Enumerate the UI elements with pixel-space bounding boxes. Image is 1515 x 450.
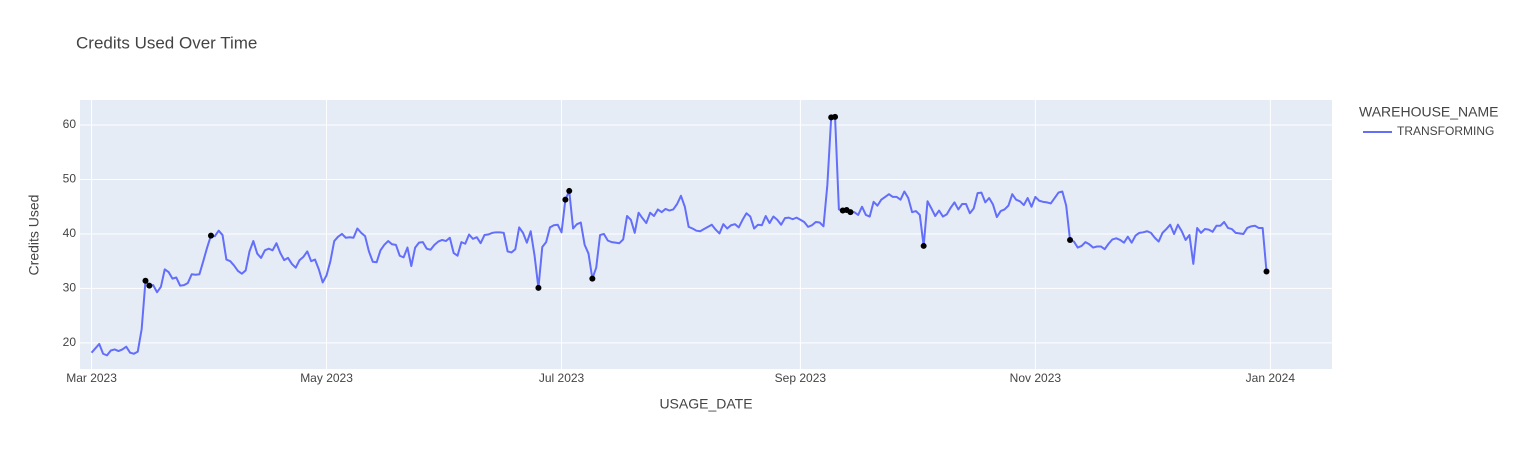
legend-label: TRANSFORMING — [1397, 124, 1494, 138]
marker — [146, 282, 153, 289]
y-tick-label: 50 — [63, 172, 77, 186]
marker — [920, 242, 927, 249]
marker — [207, 232, 214, 239]
marker — [1263, 268, 1270, 275]
x-tick-label: Nov 2023 — [1010, 371, 1062, 385]
marker — [142, 277, 149, 284]
x-tick-label: Mar 2023 — [66, 371, 117, 385]
marker — [1067, 236, 1074, 243]
y-tick-label: 40 — [63, 226, 77, 240]
marker — [832, 113, 839, 120]
y-tick-label: 20 — [63, 335, 77, 349]
y-tick-label: 60 — [63, 117, 77, 131]
x-tick-label: Jul 2023 — [539, 371, 585, 385]
x-axis-label: USAGE_DATE — [659, 396, 752, 412]
chart-title: Credits Used Over Time — [76, 33, 257, 52]
marker — [566, 187, 573, 194]
marker — [847, 209, 854, 216]
marker — [589, 275, 596, 282]
x-tick-label: May 2023 — [300, 371, 353, 385]
y-axis-label: Credits Used — [26, 195, 42, 276]
x-tick-label: Jan 2024 — [1246, 371, 1296, 385]
marker — [535, 284, 542, 291]
legend-title: WAREHOUSE_NAME — [1359, 104, 1499, 120]
x-tick-label: Sep 2023 — [775, 371, 827, 385]
y-tick-label: 30 — [63, 281, 77, 295]
marker — [562, 196, 569, 203]
plot-area — [80, 100, 1332, 369]
